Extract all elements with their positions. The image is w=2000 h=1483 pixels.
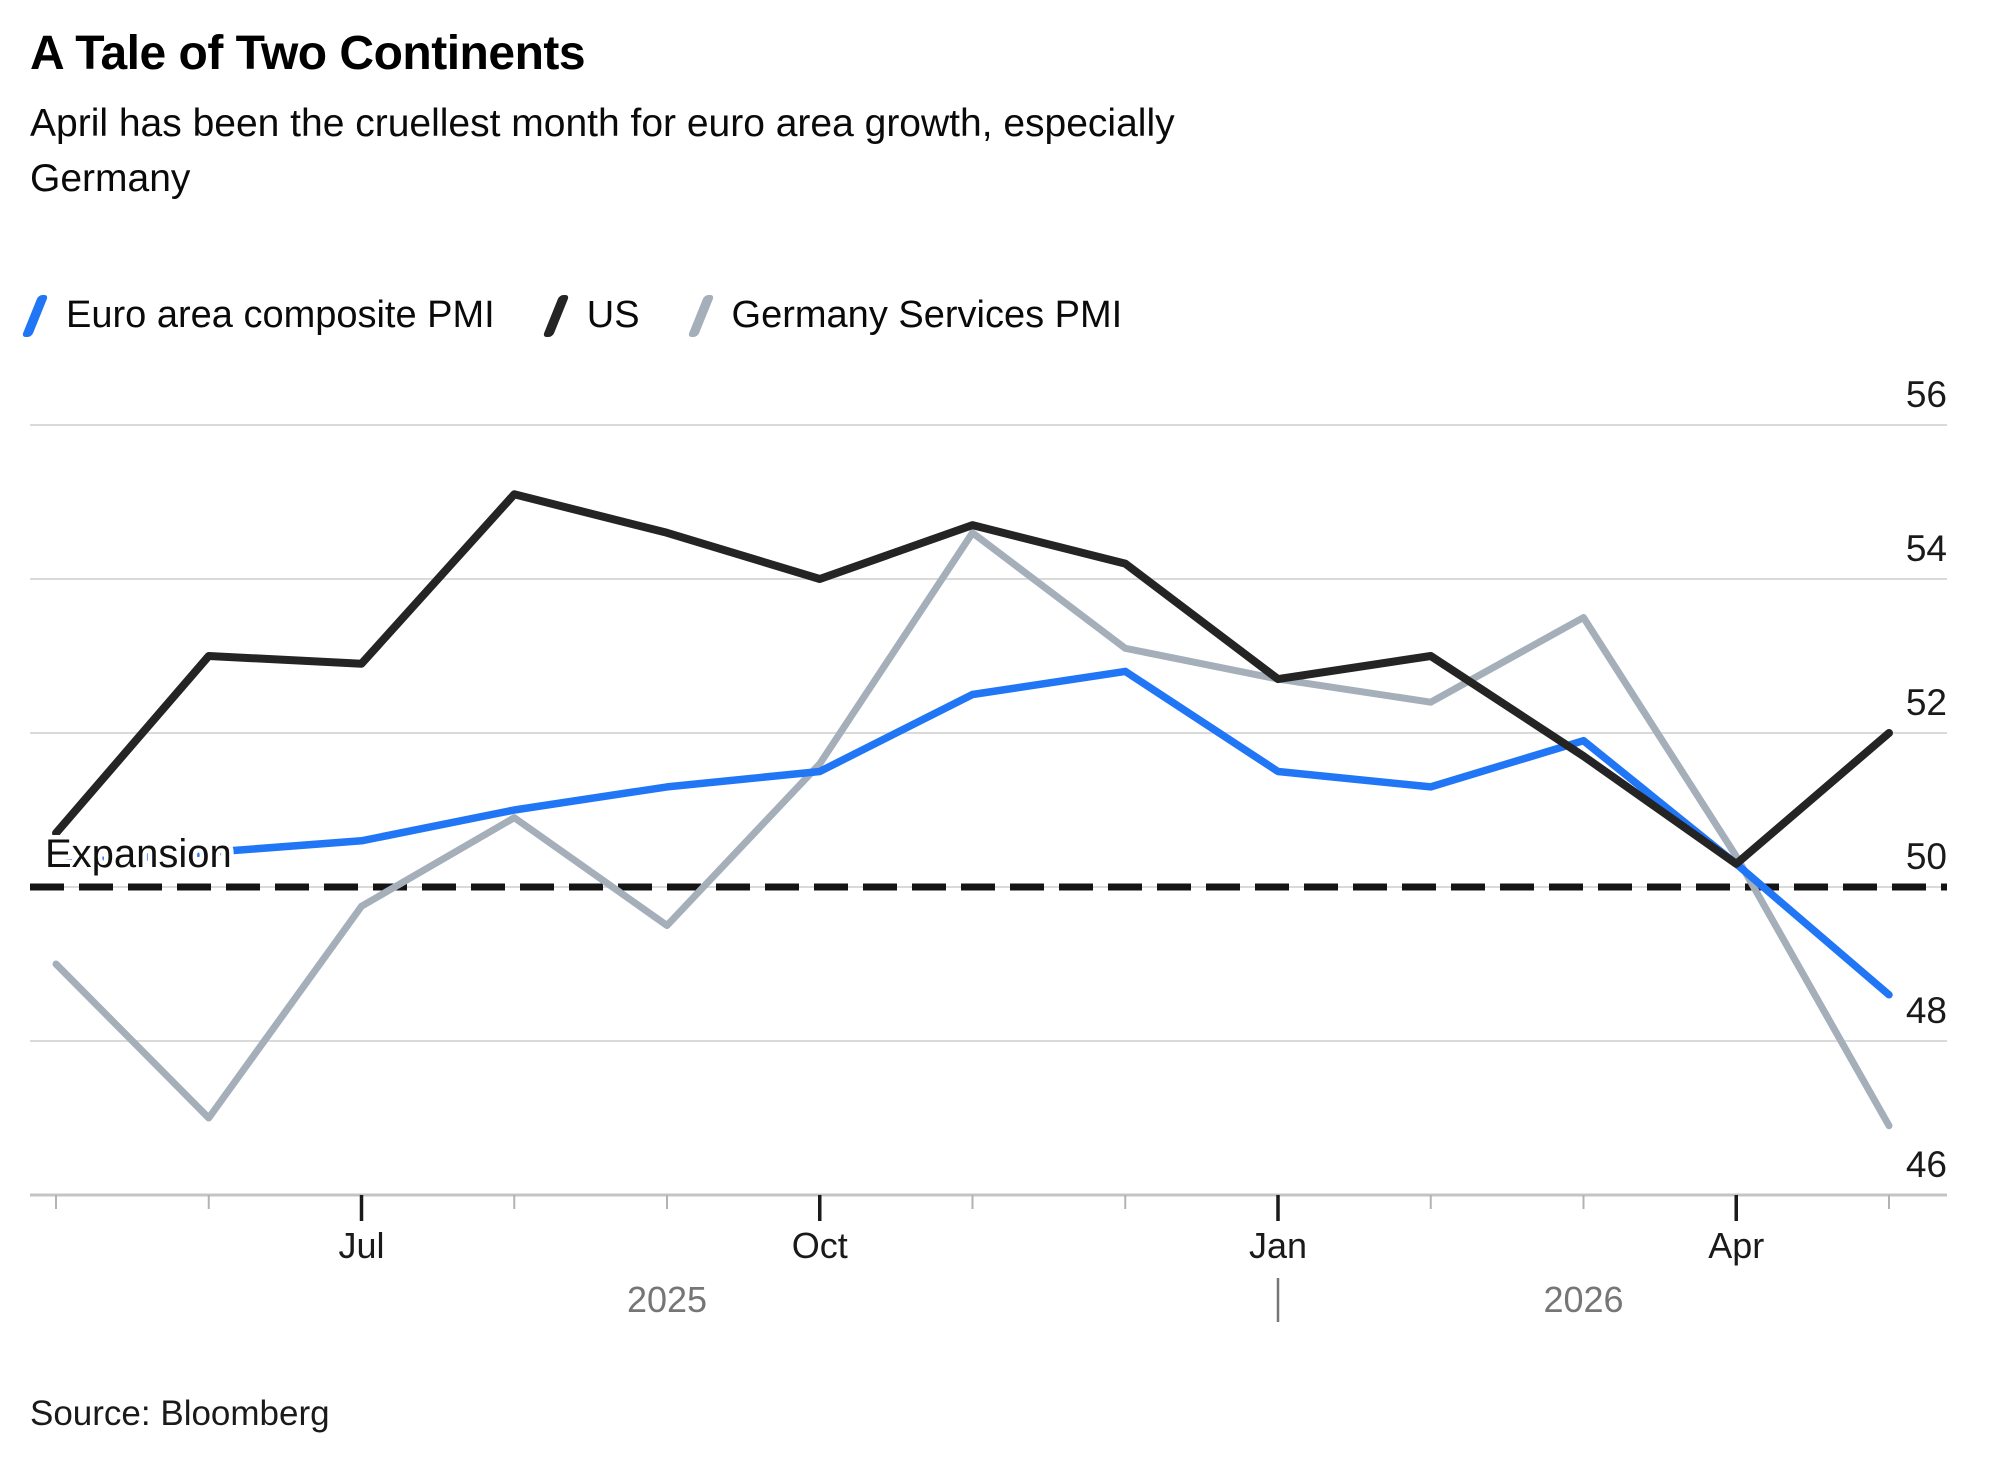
y-tick-label-46: 46: [1906, 1144, 1947, 1185]
chart-title: A Tale of Two Continents: [30, 27, 586, 80]
x-tick-label-Jan: Jan: [1249, 1225, 1307, 1266]
y-tick-label-56: 56: [1906, 374, 1947, 415]
y-tick-label-50: 50: [1906, 836, 1947, 877]
x-tick-label-Apr: Apr: [1708, 1225, 1764, 1266]
legend-item-germany: Germany Services PMI: [687, 294, 1123, 337]
chart-subtitle: April has been the cruellest month for e…: [30, 102, 1175, 200]
us-line-swatch-icon: [542, 294, 570, 337]
legend-label-germany: Germany Services PMI: [731, 294, 1123, 336]
year-label-2026: 2026: [1543, 1279, 1623, 1320]
year-label-2025: 2025: [627, 1279, 707, 1320]
source-note: Source: Bloomberg: [30, 1394, 330, 1433]
y-tick-label-52: 52: [1906, 682, 1947, 723]
legend-item-us: US: [542, 294, 640, 337]
series-line-germany-services-pmi: [52, 529, 1893, 1130]
legend-label-us: US: [586, 294, 640, 336]
legend-label-euro-area: Euro area composite PMI: [66, 294, 495, 336]
series-line-us: [52, 490, 1893, 868]
legend: Euro area composite PMI US Germany Servi…: [21, 294, 1123, 337]
y-tick-label-48: 48: [1906, 990, 1947, 1031]
expansion-annotation: Expansion: [45, 832, 232, 876]
germany-line-swatch-icon: [687, 294, 715, 337]
x-tick-label-Oct: Oct: [792, 1225, 848, 1266]
x-tick-label-Jul: Jul: [338, 1225, 384, 1266]
series-line-euro-area-composite-pmi: [52, 667, 1893, 999]
y-tick-label-54: 54: [1906, 528, 1947, 569]
legend-item-euro-area: Euro area composite PMI: [21, 294, 495, 337]
